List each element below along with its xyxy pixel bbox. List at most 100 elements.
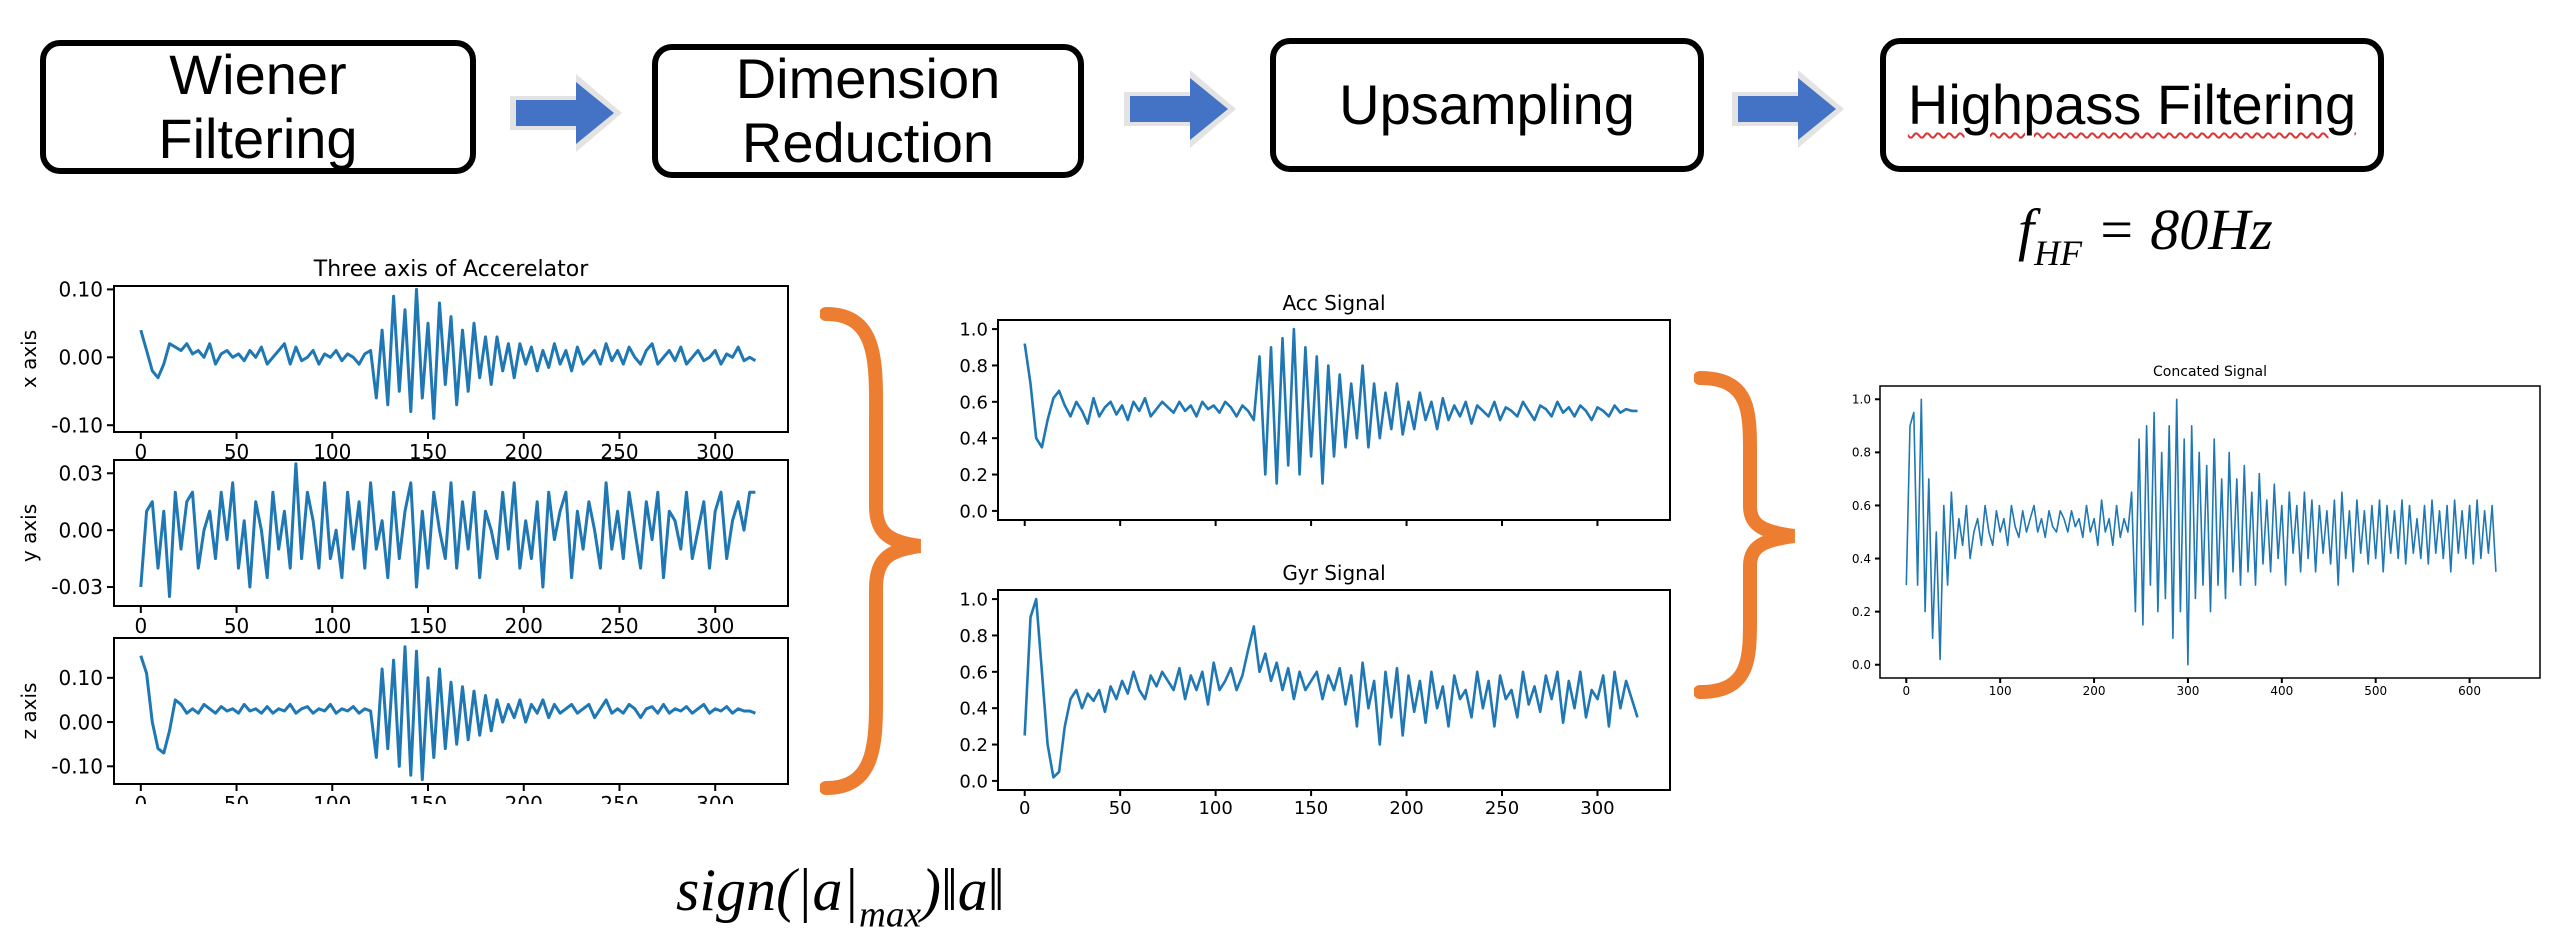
highpass-cutoff-formula: fHF = 80Hz bbox=[2018, 196, 2273, 274]
x-tick-label: 400 bbox=[2270, 684, 2293, 698]
y-tick-label: 0.4 bbox=[959, 699, 988, 720]
y-tick-label: 0.2 bbox=[1852, 605, 1871, 619]
y-tick-label: 0.6 bbox=[959, 662, 988, 683]
formula-suffix: )‖a‖ bbox=[920, 857, 1005, 923]
step-label-line1: Dimension bbox=[735, 47, 1001, 110]
y-tick-label: 0.2 bbox=[959, 735, 988, 756]
step-label-line1: Wiener bbox=[169, 43, 347, 106]
y-tick-label: -0.10 bbox=[51, 755, 103, 779]
step-label-line2: Reduction bbox=[741, 111, 995, 174]
x-tick-label: 250 bbox=[1485, 798, 1519, 814]
x-tick-label: 0 bbox=[1019, 528, 1030, 530]
y-tick-label: 0.4 bbox=[959, 429, 988, 450]
plot-frame bbox=[997, 319, 1671, 521]
x-tick-label: 300 bbox=[1580, 528, 1614, 530]
x-tick-label: 100 bbox=[313, 792, 351, 804]
x-tick-label: 0 bbox=[134, 440, 147, 464]
step-label-line1: Upsampling bbox=[1339, 73, 1635, 136]
y-tick-label: 0.6 bbox=[1852, 499, 1871, 513]
arrow-right-icon bbox=[1124, 70, 1236, 148]
chart-title: Acc Signal bbox=[1282, 291, 1385, 315]
step-highpass-filtering: Highpass Filtering bbox=[1880, 38, 2384, 172]
series-line bbox=[139, 287, 757, 420]
y-tick-label: -0.10 bbox=[51, 413, 103, 437]
x-tick-label: 0 bbox=[1019, 798, 1030, 814]
x-tick-label: 0 bbox=[134, 614, 147, 638]
series-line bbox=[139, 462, 756, 598]
y-tick-label: 1.0 bbox=[959, 590, 988, 611]
step-dimension-reduction: Dimension Reduction bbox=[652, 44, 1084, 178]
y-tick-label: 1.0 bbox=[959, 320, 988, 341]
x-tick-label: 0 bbox=[134, 792, 147, 804]
step-label-line2: Filtering bbox=[158, 107, 358, 170]
x-tick-label: 600 bbox=[2458, 684, 2481, 698]
y-tick-label: 0.0 bbox=[959, 771, 988, 792]
chart-title: Three axis of Accerelator bbox=[313, 257, 589, 282]
y-tick-label: 1.0 bbox=[1852, 393, 1871, 407]
x-tick-label: 50 bbox=[224, 614, 249, 638]
formula-subscript: max bbox=[859, 894, 921, 936]
x-tick-label: 200 bbox=[2083, 684, 2106, 698]
x-tick-label: 150 bbox=[1294, 528, 1328, 530]
x-tick-label: 200 bbox=[1389, 798, 1423, 814]
formula-prefix: sign(|a| bbox=[676, 857, 859, 923]
x-tick-label: 150 bbox=[1294, 798, 1328, 814]
gyr-signal-chart: 0 50 100 150 200 250 300 0.0 0.2 0.4 0.6 0.8 1.0 Gyr … bbox=[959, 561, 1671, 814]
y-tick-label: 0.03 bbox=[58, 461, 103, 485]
y-tick-label: 0.00 bbox=[58, 518, 103, 542]
y-tick-label: 0.10 bbox=[58, 278, 103, 302]
formula-value: = 80Hz bbox=[2082, 197, 2273, 262]
x-tick-label: 300 bbox=[1580, 798, 1614, 814]
y-tick-label: 0.10 bbox=[58, 666, 103, 690]
chart-title: Concated Signal bbox=[2153, 364, 2267, 380]
concated-signal-chart: 0 100 200 300 400 500 600 0.0 0.2 0.4 0.6 0.8 1.0 Con… bbox=[1852, 364, 2541, 698]
arrow-right-icon bbox=[510, 74, 622, 152]
y-tick-label: 0.8 bbox=[1852, 446, 1871, 460]
x-tick-label: 200 bbox=[505, 614, 543, 638]
x-tick-label: 300 bbox=[696, 614, 734, 638]
y-axis-label: z axis bbox=[20, 683, 41, 740]
x-tick-label: 100 bbox=[313, 614, 351, 638]
curly-brace-icon bbox=[820, 307, 922, 795]
x-tick-label: 500 bbox=[2364, 684, 2387, 698]
x-tick-label: 150 bbox=[409, 614, 447, 638]
y-tick-label: 0.0 bbox=[959, 501, 988, 522]
x-tick-label: 200 bbox=[505, 792, 543, 804]
x-tick-label: 50 bbox=[224, 792, 249, 804]
x-tick-label: 250 bbox=[1485, 528, 1519, 530]
magnitude-formula: sign(|a|max)‖a‖ bbox=[676, 856, 1005, 937]
curly-brace-icon bbox=[1694, 371, 1795, 699]
y-tick-label: 0.8 bbox=[959, 356, 988, 377]
arrow-right-icon bbox=[1732, 70, 1844, 148]
series-line bbox=[1023, 327, 1638, 485]
y-tick-label: 0.00 bbox=[58, 710, 103, 734]
x-tick-label: 0 bbox=[1902, 684, 1910, 698]
series-line bbox=[1023, 597, 1639, 779]
x-tick-label: 50 bbox=[1109, 798, 1132, 814]
x-tick-label: 150 bbox=[409, 792, 447, 804]
x-tick-label: 250 bbox=[600, 792, 638, 804]
step-wiener-filtering: Wiener Filtering bbox=[40, 40, 476, 174]
x-tick-label: 300 bbox=[2176, 684, 2199, 698]
plot-frame bbox=[113, 637, 789, 785]
y-tick-label: 0.6 bbox=[959, 392, 988, 413]
chart-title: Gyr Signal bbox=[1282, 561, 1385, 585]
x-tick-label: 300 bbox=[696, 792, 734, 804]
y-tick-label: 0.00 bbox=[58, 346, 103, 370]
series-line bbox=[1905, 398, 2497, 666]
y-tick-label: 0.0 bbox=[1852, 658, 1871, 672]
formula-subscript: HF bbox=[2034, 233, 2083, 274]
accelerometer-chart: 0 50 100 150 200 250 300 0.10 0.00 -0.10 x axis Thr… bbox=[20, 257, 789, 804]
step-label-line1: Highpass Filtering bbox=[1907, 73, 2357, 136]
y-tick-label: 0.8 bbox=[959, 626, 988, 647]
x-tick-label: 100 bbox=[1989, 684, 2012, 698]
y-tick-label: 0.2 bbox=[959, 465, 988, 486]
x-tick-label: 100 bbox=[1198, 798, 1232, 814]
y-axis-label: x axis bbox=[20, 330, 41, 388]
x-tick-label: 100 bbox=[1198, 528, 1232, 530]
series-line bbox=[139, 645, 756, 782]
x-tick-label: 250 bbox=[600, 614, 638, 638]
x-tick-label: 50 bbox=[1109, 528, 1132, 530]
y-tick-label: -0.03 bbox=[51, 575, 103, 599]
